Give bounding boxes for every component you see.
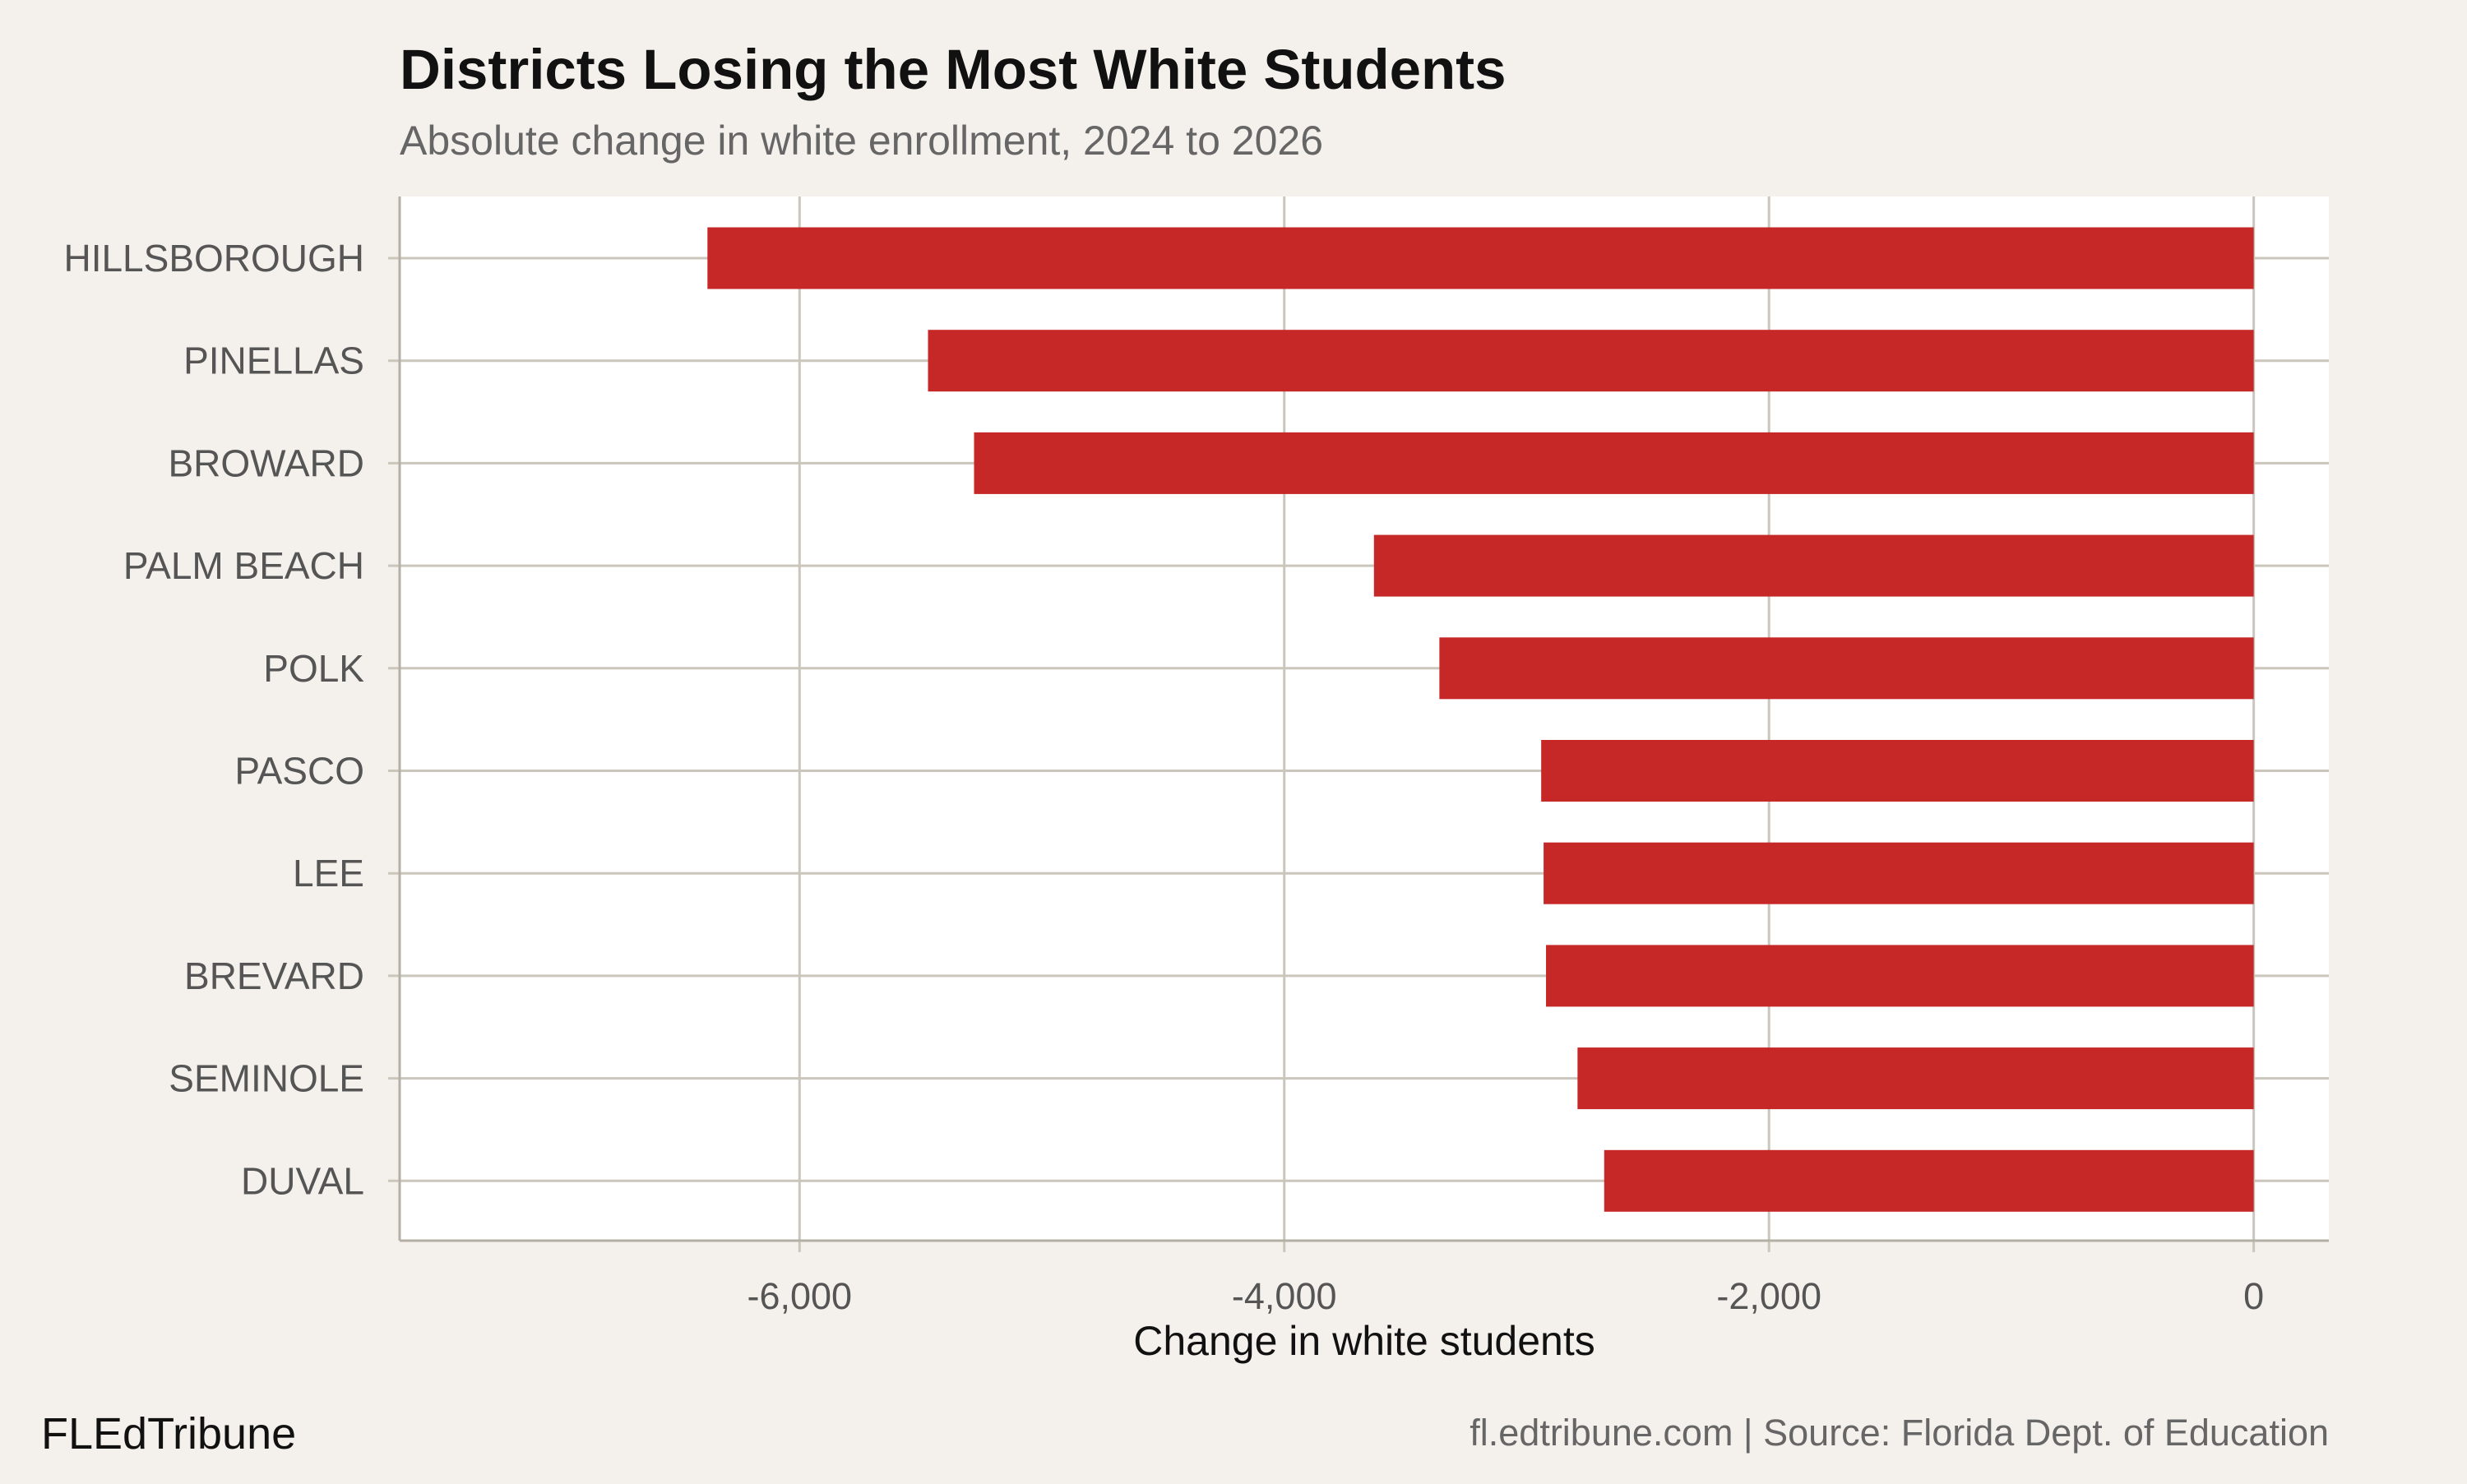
category-label: PALM BEACH	[123, 544, 364, 587]
bar-pasco	[1541, 740, 2254, 802]
chart-title: Districts Losing the Most White Students	[400, 38, 1507, 101]
bar-broward	[974, 432, 2254, 494]
category-label: LEE	[293, 852, 364, 895]
bar-hillsborough	[707, 227, 2254, 289]
x-tick-label: -6,000	[747, 1275, 852, 1317]
x-axis-title: Change in white students	[1133, 1318, 1595, 1364]
category-label: BREVARD	[184, 955, 364, 997]
category-label: HILLSBOROUGH	[63, 237, 364, 280]
category-label: PINELLAS	[183, 340, 364, 382]
footer-brand: FLEdTribune	[41, 1409, 296, 1459]
category-label: POLK	[263, 647, 364, 690]
category-labels: HILLSBOROUGH PINELLAS BROWARD PALM BEACH POL…	[63, 237, 364, 1202]
bar-polk	[1439, 637, 2254, 700]
bar-lee	[1544, 842, 2254, 904]
bar-brevard	[1546, 945, 2254, 1007]
x-tick-label: -4,000	[1232, 1275, 1337, 1317]
category-label: BROWARD	[168, 442, 364, 484]
x-tick-labels: -6,000 -4,000 -2,000 0	[747, 1275, 2264, 1317]
x-tick-label: -2,000	[1716, 1275, 1821, 1317]
bars	[707, 227, 2254, 1212]
category-label: DUVAL	[241, 1159, 364, 1202]
bar-duval	[1604, 1149, 2254, 1212]
bar-pinellas	[928, 330, 2254, 392]
x-tick-label: 0	[2243, 1275, 2264, 1317]
chart-subtitle: Absolute change in white enrollment, 202…	[400, 118, 1323, 164]
footer-source: fl.edtribune.com | Source: Florida Dept.…	[1470, 1412, 2329, 1454]
bar-palm-beach	[1373, 534, 2254, 597]
category-label: PASCO	[234, 750, 364, 793]
category-label: SEMINOLE	[169, 1057, 364, 1100]
bar-seminole	[1577, 1047, 2254, 1110]
